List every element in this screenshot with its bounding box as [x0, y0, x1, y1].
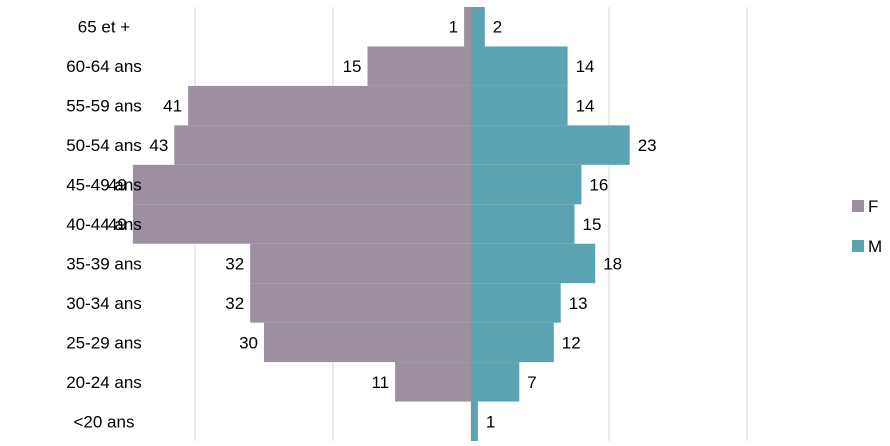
data-label-m-8: 12 — [562, 333, 581, 352]
bar-m-10 — [471, 401, 478, 441]
category-label-0: 65 et + — [78, 18, 131, 37]
bar-f-3 — [174, 125, 472, 165]
bar-m-5 — [471, 204, 575, 244]
bar-f-2 — [188, 85, 471, 126]
category-labels: 65 et + 60-64 ans 55-59 ans 50-54 ans 45-49 … — [66, 18, 142, 432]
data-label-m-6: 18 — [603, 254, 622, 273]
data-label-f-8: 30 — [239, 333, 258, 352]
bar-f-5 — [132, 204, 471, 244]
category-label-3: 50-54 ans — [66, 136, 142, 155]
bar-m-4 — [471, 164, 582, 205]
category-label-2: 55-59 ans — [66, 97, 142, 116]
bar-f-0 — [464, 7, 471, 47]
data-label-m-10: 1 — [486, 412, 495, 431]
category-label-7: 30-34 ans — [66, 294, 142, 313]
data-label-m-2: 14 — [576, 97, 595, 116]
bar-m-1 — [471, 46, 568, 86]
bar-m-6 — [471, 243, 596, 284]
legend-swatch-f — [852, 200, 864, 212]
data-label-m-0: 2 — [493, 18, 502, 37]
data-label-f-5: 49 — [108, 215, 127, 234]
data-label-f-4: 49 — [108, 176, 127, 195]
bar-f-9 — [395, 362, 471, 402]
data-label-m-9: 7 — [527, 373, 536, 392]
legend: FM — [852, 197, 882, 256]
value-labels: 1 15 41 43 49 49 32 32 30 11 2 14 14 23 16 15 18 13 12 7 1 — [108, 18, 657, 432]
bar-f-4 — [132, 164, 471, 205]
bar-m-9 — [471, 362, 520, 402]
data-label-f-1: 15 — [343, 57, 362, 76]
data-label-f-0: 1 — [449, 18, 458, 37]
category-label-4: 45-49 ans — [66, 176, 142, 195]
legend-label-f: F — [868, 197, 878, 216]
data-label-m-1: 14 — [576, 57, 595, 76]
bar-m-7 — [471, 283, 561, 323]
bar-f-1 — [367, 46, 471, 86]
data-label-f-3: 43 — [149, 136, 168, 155]
bar-f-6 — [250, 243, 471, 284]
category-label-1: 60-64 ans — [66, 57, 142, 76]
bar-m-8 — [471, 322, 554, 363]
data-label-m-5: 15 — [583, 215, 602, 234]
data-label-f-9: 11 — [371, 373, 389, 392]
bar-f-7 — [250, 283, 471, 323]
bar-m-2 — [471, 85, 568, 126]
data-label-f-2: 41 — [163, 97, 182, 116]
category-label-10: <20 ans — [74, 412, 135, 431]
legend-swatch-m — [852, 240, 864, 252]
data-label-m-3: 23 — [638, 136, 657, 155]
bars — [132, 7, 630, 441]
category-label-6: 35-39 ans — [66, 254, 142, 273]
data-label-m-4: 16 — [589, 176, 608, 195]
category-label-9: 20-24 ans — [66, 373, 142, 392]
category-label-8: 25-29 ans — [66, 333, 142, 352]
bar-m-3 — [471, 125, 630, 165]
category-label-5: 40-44 ans — [66, 215, 142, 234]
data-label-f-6: 32 — [225, 254, 244, 273]
bar-f-8 — [264, 322, 471, 363]
data-label-f-7: 32 — [225, 294, 244, 313]
data-label-m-7: 13 — [569, 294, 588, 313]
bar-m-0 — [471, 7, 485, 47]
legend-label-m: M — [868, 237, 882, 256]
